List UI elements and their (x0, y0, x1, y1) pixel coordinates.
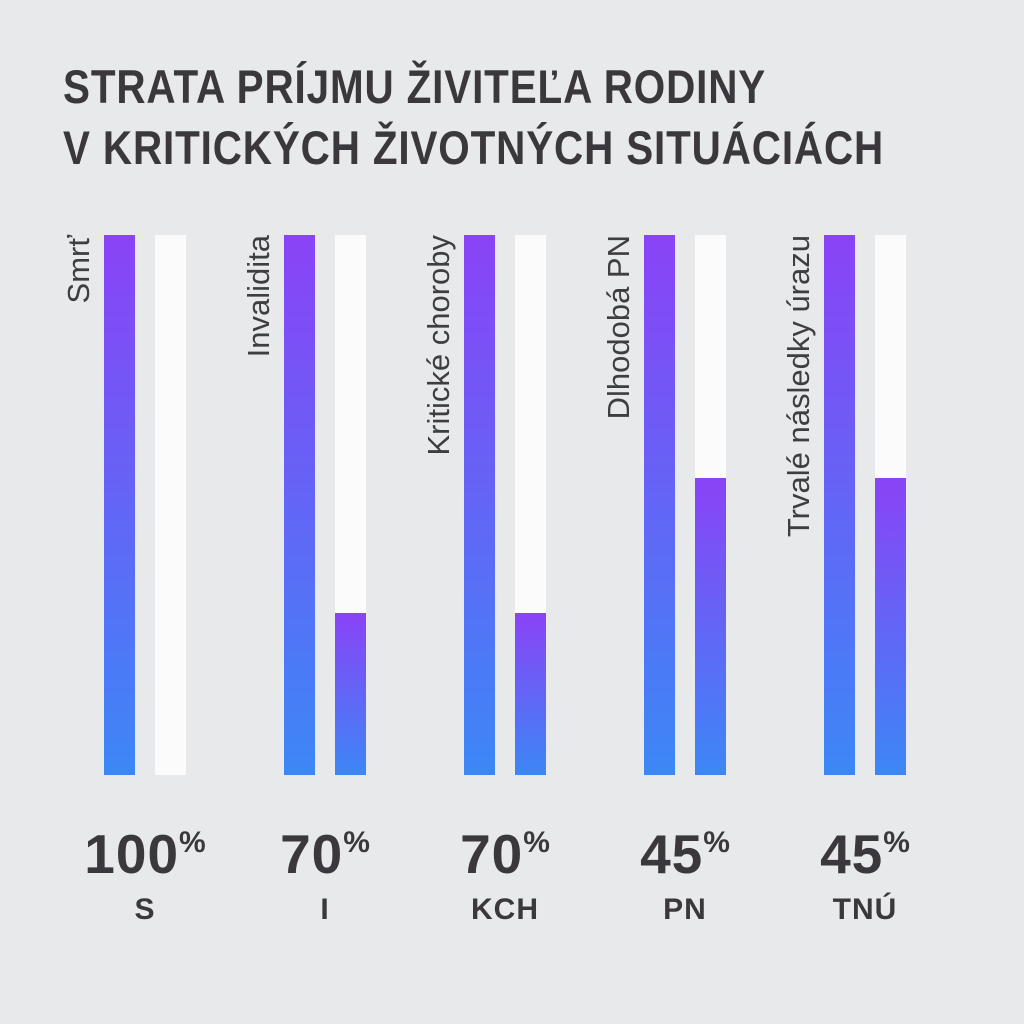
loss-percent-label: 45% (640, 822, 730, 886)
category-abbreviation: I (320, 893, 330, 926)
category-label: Smrť (61, 235, 96, 304)
bar-group-smrt: Smrť 100% S (61, 235, 206, 926)
remaining-income-fill (515, 613, 546, 775)
percent-sign: % (703, 826, 730, 859)
percent-value: 45 (640, 823, 704, 885)
percent-value: 70 (280, 823, 344, 885)
percent-sign: % (343, 826, 370, 859)
bar-group-trvale-nasledky-urazu: Trvalé následky úrazu 45% TNÚ (781, 235, 910, 926)
remaining-income-fill (875, 478, 906, 775)
category-abbreviation: TNÚ (832, 893, 898, 926)
full-income-bar (104, 235, 135, 775)
percent-value: 45 (820, 823, 884, 885)
remaining-income-track (515, 235, 546, 775)
remaining-income-track (155, 235, 186, 775)
category-label: Trvalé následky úrazu (781, 235, 816, 538)
percent-sign: % (179, 826, 206, 859)
bar-group-invalidita: Invalidita 70% I (241, 235, 370, 926)
full-income-bar (284, 235, 315, 775)
full-income-bar (644, 235, 675, 775)
category-abbreviation: S (134, 893, 156, 926)
bar-group-dlhodoba-pn: Dlhodobá PN 45% PN (601, 235, 730, 926)
full-income-bar (824, 235, 855, 775)
loss-percent-label: 100% (84, 822, 205, 886)
remaining-income-track (335, 235, 366, 775)
percent-sign: % (883, 826, 910, 859)
loss-percent-label: 70% (280, 822, 370, 886)
percent-value: 70 (460, 823, 524, 885)
category-abbreviation: PN (663, 893, 707, 926)
page-title: STRATA PRÍJMU ŽIVITEĽA RODINY V KRITICKÝ… (63, 56, 884, 178)
category-label: Dlhodobá PN (601, 235, 636, 420)
loss-percent-label: 70% (460, 822, 550, 886)
category-label: Kritické choroby (421, 235, 456, 456)
page-title-line-2: V KRITICKÝCH ŽIVOTNÝCH SITUÁCIÁCH (63, 121, 885, 174)
category-label: Invalidita (241, 235, 276, 358)
remaining-income-fill (695, 478, 726, 775)
category-abbreviation: KCH (471, 893, 539, 926)
remaining-income-track (695, 235, 726, 775)
percent-value: 100 (84, 823, 180, 885)
remaining-income-track (875, 235, 906, 775)
bar-group-kriticke-choroby: Kritické choroby 70% KCH (421, 235, 550, 926)
full-income-bar (464, 235, 495, 775)
remaining-income-fill (335, 613, 366, 775)
percent-sign: % (523, 826, 550, 859)
loss-percent-label: 45% (820, 822, 910, 886)
page-title-line-1: STRATA PRÍJMU ŽIVITEĽA RODINY (63, 60, 767, 113)
